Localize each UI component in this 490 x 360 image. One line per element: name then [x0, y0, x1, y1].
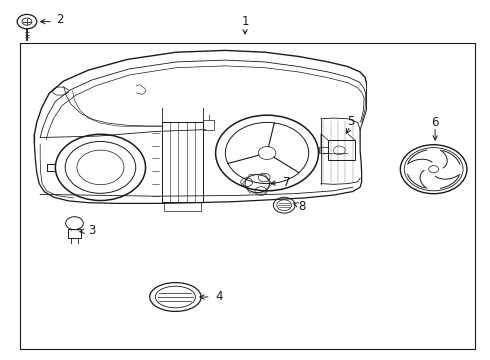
Bar [328, 140, 355, 160]
Bar [164, 202, 201, 211]
Bar [20, 43, 475, 349]
Text: 1: 1 [241, 15, 249, 28]
Text: 5: 5 [346, 115, 354, 128]
Text: 8: 8 [298, 200, 305, 213]
Text: 7: 7 [283, 176, 291, 189]
Text: 6: 6 [431, 116, 439, 129]
Text: 3: 3 [88, 224, 96, 237]
Bar [203, 120, 214, 130]
Bar [68, 229, 81, 238]
Text: 4: 4 [216, 291, 223, 303]
Text: 2: 2 [56, 13, 64, 26]
Bar [162, 122, 203, 202]
